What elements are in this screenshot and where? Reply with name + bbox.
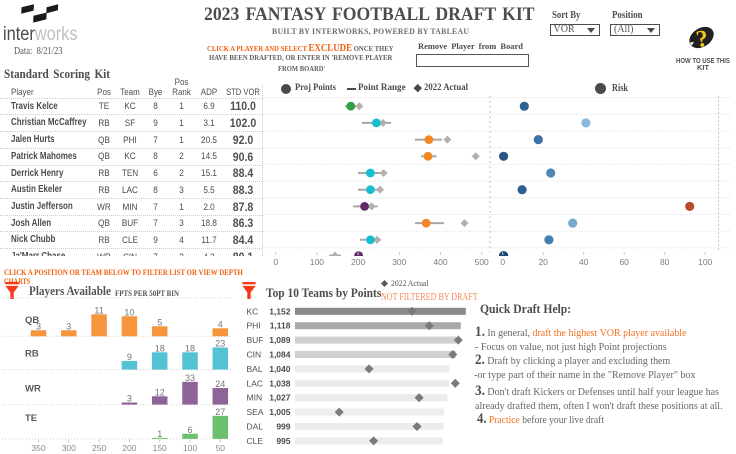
svg-text:1,040: 1,040 (269, 364, 291, 374)
svg-text:200: 200 (122, 443, 136, 453)
svg-text:1: 1 (157, 429, 162, 439)
svg-text:5: 5 (157, 318, 162, 328)
svg-text:1,027: 1,027 (269, 393, 291, 403)
svg-text:9: 9 (127, 352, 132, 362)
svg-text:LAC: LAC (247, 378, 264, 388)
svg-text:RB: RB (25, 348, 39, 359)
svg-text:KC: KC (247, 306, 259, 316)
svg-text:6: 6 (187, 425, 192, 435)
svg-text:PHI: PHI (247, 321, 261, 331)
svg-text:50: 50 (216, 443, 226, 453)
svg-text:24: 24 (215, 379, 225, 389)
svg-text:DAL: DAL (247, 422, 264, 432)
svg-text:1,089: 1,089 (269, 335, 291, 345)
svg-text:3: 3 (66, 322, 71, 332)
svg-text:MIN: MIN (247, 393, 263, 403)
svg-text:4: 4 (218, 320, 223, 330)
svg-text:1,152: 1,152 (269, 306, 291, 316)
svg-text:1,038: 1,038 (269, 378, 291, 388)
svg-text:350: 350 (31, 443, 45, 453)
svg-text:1,118: 1,118 (270, 321, 291, 331)
svg-text:27: 27 (215, 407, 225, 417)
svg-text:1,005: 1,005 (269, 407, 291, 417)
svg-text:BUF: BUF (247, 335, 264, 345)
svg-text:1,084: 1,084 (269, 350, 291, 360)
svg-text:18: 18 (185, 344, 195, 354)
svg-text:23: 23 (215, 339, 225, 349)
svg-text:999: 999 (276, 422, 290, 432)
svg-text:18: 18 (155, 344, 165, 354)
svg-text:995: 995 (276, 436, 290, 446)
svg-text:TE: TE (25, 413, 37, 424)
svg-text:10: 10 (124, 308, 134, 318)
svg-text:QB: QB (25, 315, 39, 326)
svg-text:100: 100 (183, 443, 197, 453)
svg-text:250: 250 (92, 443, 106, 453)
svg-text:BAL: BAL (247, 364, 263, 374)
svg-text:?: ? (694, 26, 710, 53)
svg-text:CLE: CLE (247, 436, 264, 446)
svg-text:33: 33 (185, 373, 195, 383)
svg-text:CIN: CIN (247, 350, 262, 360)
svg-text:300: 300 (62, 443, 76, 453)
svg-text:3: 3 (127, 394, 132, 404)
svg-text:3: 3 (36, 322, 41, 332)
svg-text:SEA: SEA (247, 407, 264, 417)
svg-text:12: 12 (155, 388, 165, 398)
svg-text:WR: WR (25, 383, 41, 394)
svg-text:11: 11 (94, 306, 103, 316)
svg-text:150: 150 (153, 443, 167, 453)
